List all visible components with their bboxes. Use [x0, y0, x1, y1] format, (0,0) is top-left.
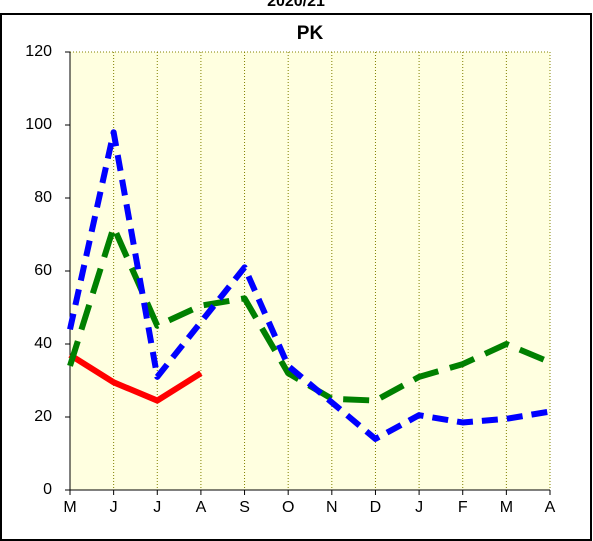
- y-tick-label: 100: [25, 116, 52, 133]
- chart-title: PK: [297, 23, 324, 44]
- series-line: [67, 129, 551, 442]
- y-tick-label: 20: [34, 408, 52, 425]
- y-tick-label: 40: [34, 335, 52, 352]
- x-tick-label: O: [282, 499, 294, 516]
- x-tick-label: D: [370, 499, 382, 516]
- x-tick-label: A: [196, 499, 207, 516]
- x-tick-label: N: [326, 499, 338, 516]
- y-tick-label: 60: [34, 262, 52, 279]
- y-tick-label: 120: [25, 43, 52, 60]
- x-tick-label: F: [458, 499, 468, 516]
- series-line: [68, 352, 203, 404]
- header: 2020/21: [267, 0, 325, 10]
- y-tick-label: 80: [34, 189, 52, 206]
- x-tick-label: M: [63, 499, 76, 516]
- plot-area: [69, 51, 551, 491]
- x-tick-label: J: [415, 499, 423, 516]
- x-tick-label: J: [153, 499, 161, 516]
- x-tick-label: S: [239, 499, 250, 516]
- x-tick-label: A: [545, 499, 556, 516]
- x-tick-label: J: [110, 499, 118, 516]
- y-tick-label: 0: [43, 481, 52, 498]
- x-tick-label: M: [500, 499, 513, 516]
